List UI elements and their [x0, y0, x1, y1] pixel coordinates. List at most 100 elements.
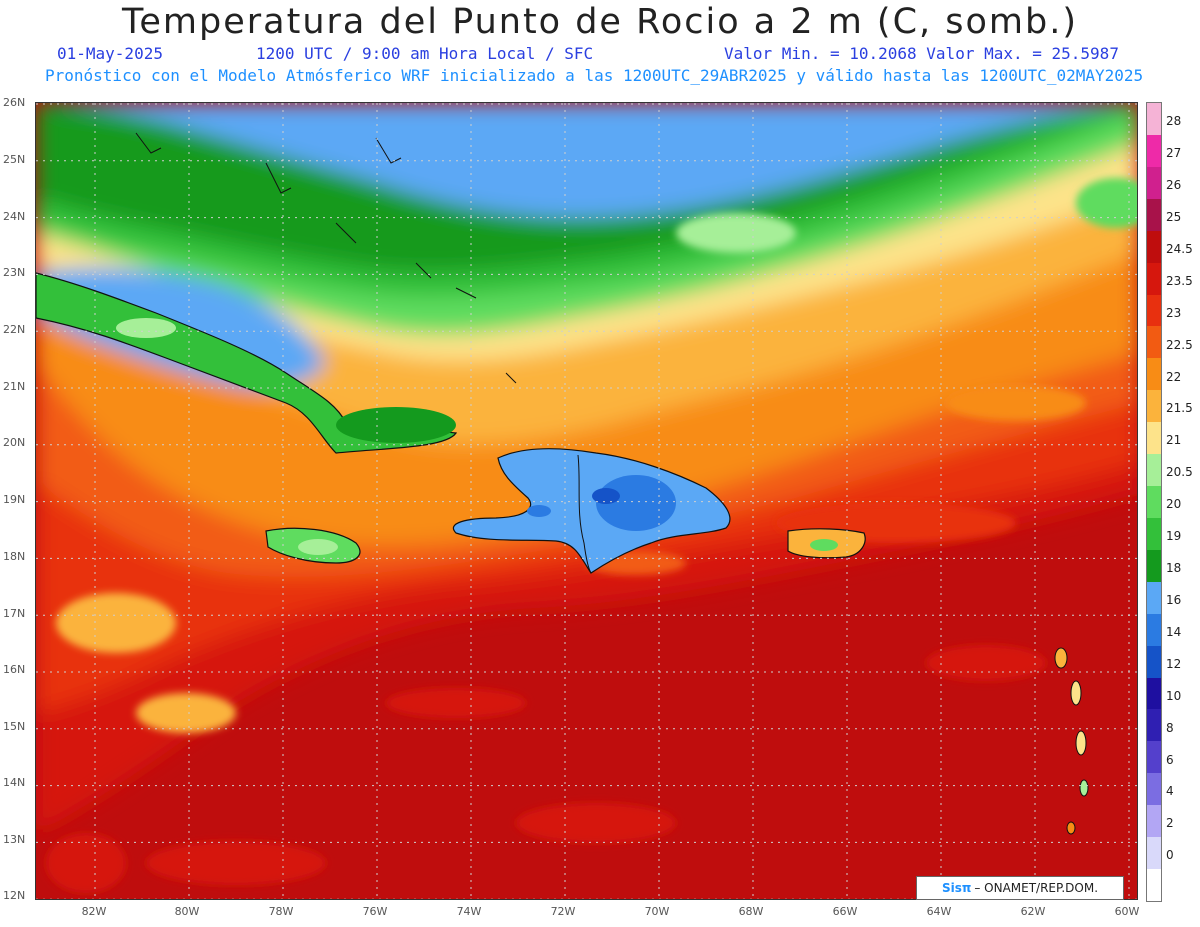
lon-label: 80W [174, 905, 200, 918]
field-band-16 [36, 103, 1137, 218]
colorbar-cell [1147, 613, 1161, 647]
colorbar-cell [1147, 773, 1161, 806]
lat-label: 12N [3, 889, 26, 902]
lat-label: 24N [3, 210, 26, 223]
colorbar-label: 14 [1166, 624, 1182, 639]
colorbar-cell [1147, 294, 1161, 327]
colorbar-label: 18 [1166, 561, 1182, 576]
map-panel [35, 102, 1138, 900]
colorbar-cell [1147, 166, 1161, 200]
graticule [36, 103, 1137, 899]
colorbar-label: 12 [1166, 656, 1182, 671]
puerto-rico [787, 528, 866, 559]
field-cell [926, 645, 1046, 681]
field-detail [46, 178, 1137, 893]
colorbar-label: 20.5 [1166, 465, 1193, 480]
credit-brand: Sisπ [941, 881, 972, 895]
colorbar-label: 19 [1166, 529, 1182, 544]
cuba-outline [36, 272, 458, 454]
field-cell [46, 833, 126, 893]
lon-label: 76W [362, 905, 388, 918]
field-cell [946, 385, 1086, 421]
lon-label: 60W [1114, 905, 1140, 918]
colorbar-cell [1147, 198, 1161, 232]
colorbar-cell [1147, 390, 1161, 423]
colorbar-cell [1147, 517, 1161, 551]
credit-text: – ONAMET/REP.DOM. [974, 881, 1099, 895]
lon-label: 82W [81, 905, 107, 918]
lon-label: 62W [1020, 905, 1046, 918]
field-cell [1076, 178, 1137, 228]
colorbar-cell [1147, 262, 1161, 295]
colorbar-cell [1147, 581, 1161, 615]
colorbar-cell [1147, 422, 1161, 455]
colorbar-label: 2 [1166, 816, 1174, 831]
colorbar-label: 8 [1166, 720, 1174, 735]
lat-label: 18N [3, 550, 26, 563]
lat-label: 19N [3, 493, 26, 506]
lat-label: 26N [3, 96, 26, 109]
forecast-time: 1200 UTC / 9:00 am Hora Local / SFC [256, 44, 594, 63]
lat-label: 14N [3, 776, 26, 789]
lat-label: 21N [3, 380, 26, 393]
colorbar-cell [1147, 645, 1161, 679]
colorbar-label: 20 [1166, 497, 1182, 512]
lon-label: 68W [738, 905, 764, 918]
cuba [36, 272, 458, 454]
colorbar-cell [1147, 549, 1161, 583]
colorbar-cell [1147, 709, 1161, 742]
colorbar-label: 25 [1166, 209, 1182, 224]
hispaniola-outline [452, 448, 731, 574]
lat-label: 13N [3, 833, 26, 846]
lon-label: 64W [926, 905, 952, 918]
colorbar-label: 4 [1166, 784, 1174, 799]
lon-label: 78W [268, 905, 294, 918]
colorbar-label: 27 [1166, 146, 1182, 161]
jamaica [265, 527, 361, 564]
puerto-rico-shade [810, 539, 838, 551]
colorbar [1146, 102, 1162, 902]
model-info: Pronóstico con el Modelo Atmósferico WRF… [45, 66, 1144, 85]
colorbar-label: 21 [1166, 433, 1182, 448]
colorbar-label: 10 [1166, 688, 1182, 703]
jamaica-shade [298, 539, 338, 555]
colorbar-label: 28 [1166, 114, 1182, 129]
colorbar-cell [1147, 103, 1161, 136]
bahamas-island [375, 137, 402, 164]
cuba-east-shade [336, 407, 456, 443]
lon-label: 74W [456, 905, 482, 918]
lesser-antilles [1054, 647, 1089, 835]
lon-label: 66W [832, 905, 858, 918]
lat-label: 25N [3, 153, 26, 166]
colorbar-cell [1147, 869, 1161, 902]
lat-label: 22N [3, 323, 26, 336]
colorbar-cell [1147, 837, 1161, 870]
lat-label: 16N [3, 663, 26, 676]
hispaniola [452, 448, 731, 574]
colorbar-cell [1147, 454, 1161, 487]
lon-label: 70W [644, 905, 670, 918]
colorbar-label: 6 [1166, 752, 1174, 767]
colorbar-label: 16 [1166, 592, 1182, 607]
lat-label: 20N [3, 436, 26, 449]
haiti-dr-border [577, 454, 592, 574]
field-cell [386, 688, 526, 718]
field-cell [676, 213, 796, 253]
value-range: Valor Min. = 10.2068 Valor Max. = 25.598… [724, 44, 1119, 63]
colorbar-cell [1147, 134, 1161, 168]
hispaniola-core [592, 488, 620, 504]
bahamas [135, 132, 517, 384]
dewpoint-field-map [36, 103, 1137, 899]
colorbar-cell [1147, 358, 1161, 391]
colorbar-cell [1147, 677, 1161, 710]
colorbar-cell [1147, 230, 1161, 264]
field-cell [56, 593, 176, 653]
lat-label: 15N [3, 720, 26, 733]
bahamas-island [415, 262, 432, 279]
colorbar-label: 23.5 [1166, 273, 1193, 288]
bahamas-island [265, 162, 292, 194]
colorbar-label: 26 [1166, 177, 1182, 192]
forecast-date: 01-May-2025 [57, 44, 163, 63]
bahamas-island [135, 132, 162, 154]
field-cell [136, 693, 236, 733]
